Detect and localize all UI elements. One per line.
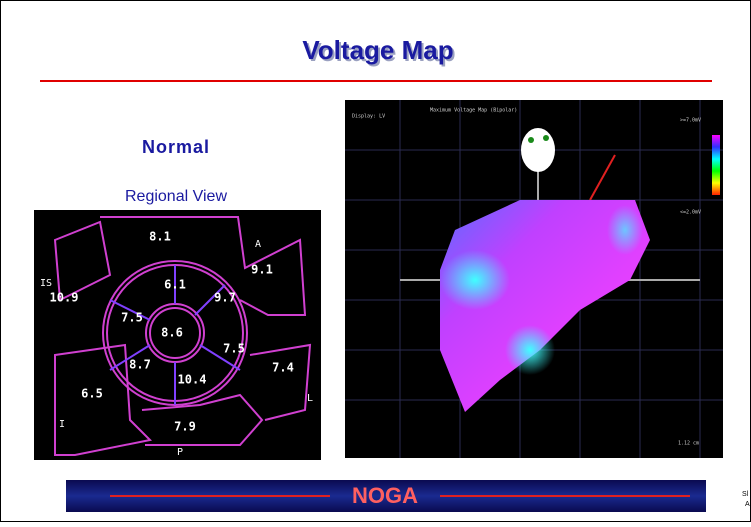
scale-min: <=2.0mV	[680, 210, 701, 216]
segment-label: 8.1	[149, 230, 171, 244]
segment-label: 6.5	[81, 387, 103, 401]
segment-label: 8.6	[161, 326, 183, 340]
scale-max: >=7.0mV	[680, 118, 701, 124]
segment-label: 7.5	[121, 311, 143, 325]
wall-label: IS	[40, 278, 52, 289]
map-title: Maximum Voltage Map (Bipolar)	[430, 108, 517, 114]
corner-text: A	[745, 501, 750, 508]
scale-length: 1.12 cm	[678, 441, 699, 447]
wall-label: I	[59, 419, 65, 430]
corner-text: Sl	[742, 491, 749, 498]
segment-label: 10.4	[178, 373, 207, 387]
title: Voltage Map	[302, 35, 453, 65]
segment-label: 7.9	[174, 420, 196, 434]
display-label: Display: LV	[352, 114, 385, 120]
bullseye: 8.1 9.1 10.9 6.1 9.7 7.5 8.6 7.5 7.4 8.7…	[34, 210, 321, 460]
segment-label: 8.7	[129, 358, 151, 372]
voltage-map-3d: Display: LV Maximum Voltage Map (Bipolar…	[345, 100, 723, 458]
segment-label: 9.1	[251, 263, 273, 277]
left-heading: Normal	[142, 137, 210, 157]
left-subheading: Regional View	[125, 188, 227, 205]
wall-label: L	[307, 393, 313, 404]
wall-label: A	[255, 239, 261, 250]
footer-banner: NOGA	[66, 480, 706, 512]
segment-label: 9.7	[214, 291, 236, 305]
wall-label: P	[177, 447, 183, 458]
segment-label: 6.1	[164, 278, 186, 292]
title-shadow: Voltage Map	[304, 37, 455, 67]
segment-label: 7.5	[223, 342, 245, 356]
segment-label: 7.4	[272, 361, 294, 375]
segment-label: 10.9	[50, 291, 79, 305]
logo: NOGA	[352, 483, 418, 508]
